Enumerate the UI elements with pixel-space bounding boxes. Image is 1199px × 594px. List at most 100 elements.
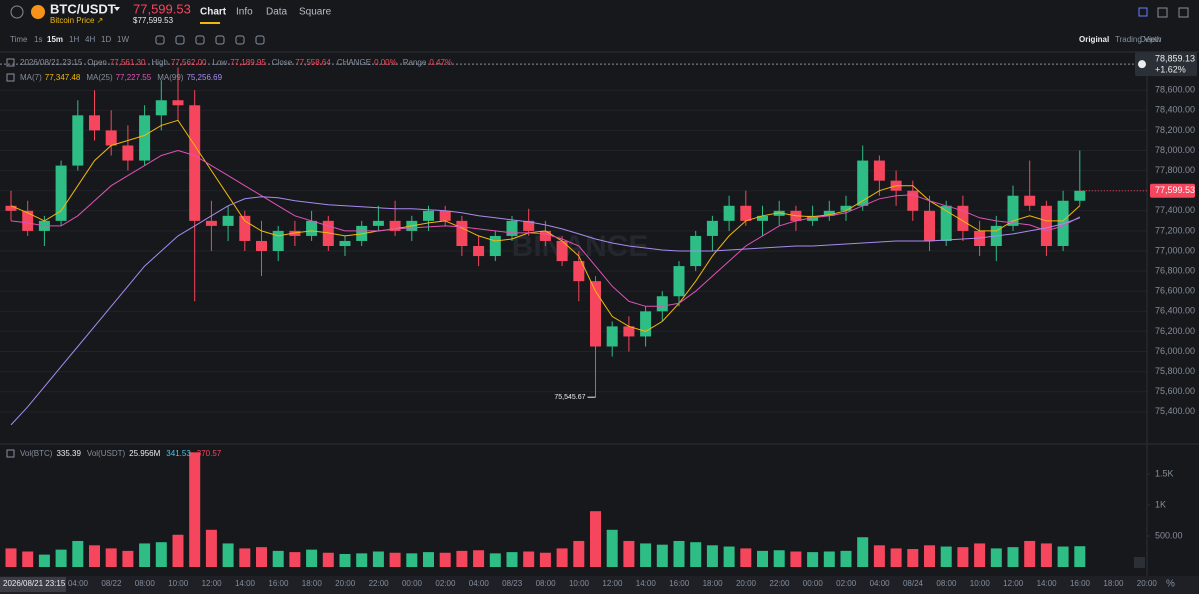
tab[interactable]: Data <box>266 7 288 18</box>
tool-icon[interactable] <box>195 35 205 45</box>
volume-bar <box>556 548 568 567</box>
volume-bar <box>590 511 601 567</box>
volume-bar <box>122 550 134 567</box>
ma-name: MA(99) <box>157 73 184 82</box>
candle-body <box>656 296 668 312</box>
candle-body <box>289 230 301 236</box>
y-tick-label: 78,400.00 <box>1155 105 1195 115</box>
info-value: 77,558.64 <box>295 58 331 67</box>
info-label: High <box>151 58 167 67</box>
interval[interactable]: 1D <box>101 35 111 44</box>
scroll-button[interactable] <box>1134 557 1145 568</box>
layout-icon[interactable] <box>1157 7 1168 18</box>
interval: Time <box>10 35 28 44</box>
volume-bar <box>857 537 869 567</box>
x-tick-label: 08/22 <box>101 579 122 588</box>
subtitle[interactable]: Bitcoin Price ↗ <box>50 16 103 25</box>
volume-bar <box>506 552 518 567</box>
volume-bar <box>974 543 986 567</box>
interval[interactable]: 1H <box>69 35 79 44</box>
ma-line <box>10 119 1081 332</box>
y-tick-label: 76,800.00 <box>1155 265 1195 275</box>
tab[interactable]: Info <box>236 7 253 18</box>
ma-name: MA(7) <box>20 73 42 82</box>
volume-bar <box>773 550 785 567</box>
x-tick-label: 04:00 <box>469 579 490 588</box>
candle-body <box>439 210 451 221</box>
candle-body <box>539 230 551 241</box>
volume-bar <box>5 548 17 567</box>
candle-body <box>773 210 785 216</box>
y-tick-label: 76,200.00 <box>1155 326 1195 336</box>
volume-bar <box>1024 540 1036 567</box>
candle-body <box>205 220 217 226</box>
x-tick-label: 08:00 <box>936 579 957 588</box>
x-tick-label: 08:00 <box>536 579 557 588</box>
interval[interactable]: 1W <box>117 35 129 44</box>
info-label: Open <box>87 58 107 67</box>
x-tick-label: 18:00 <box>302 579 323 588</box>
x-tick-label: 08:00 <box>135 579 156 588</box>
x-tick-label: 10:00 <box>569 579 590 588</box>
candle-body <box>907 190 919 211</box>
tool-icon[interactable] <box>155 35 165 45</box>
expand-icon[interactable] <box>1178 7 1189 18</box>
dropdown-caret[interactable] <box>114 7 120 11</box>
period-high-box <box>1135 52 1197 77</box>
period-high-label: 78,859.13 <box>1155 54 1195 64</box>
volume-bar <box>139 543 151 567</box>
info-value: 77,189.95 <box>230 58 266 67</box>
interval[interactable]: 1s <box>34 35 42 44</box>
candle-body <box>372 220 384 226</box>
tool-icon[interactable] <box>255 35 265 45</box>
ma-line <box>10 149 1081 307</box>
vol-title: Vol(BTC) <box>20 449 53 458</box>
y-tick-label: 76,000.00 <box>1155 346 1195 356</box>
y-tick-label: 77,200.00 <box>1155 225 1195 235</box>
candle-body <box>640 311 652 337</box>
candle-body <box>573 261 585 282</box>
volume-bar <box>239 548 251 567</box>
favorite-icon[interactable] <box>10 5 24 19</box>
info-icon <box>6 58 15 67</box>
view-tab[interactable]: Depth <box>1140 35 1161 44</box>
interval[interactable]: 15m <box>47 35 63 44</box>
volume-bar <box>757 550 768 567</box>
ai-icon[interactable] <box>1138 7 1148 17</box>
ma-line <box>10 196 1080 426</box>
candle-body <box>139 115 151 161</box>
volume-bar <box>473 550 485 567</box>
volume-bar <box>22 551 34 567</box>
volume-bar <box>172 534 184 567</box>
tab[interactable]: Chart <box>200 7 227 18</box>
tab[interactable]: Square <box>299 7 332 18</box>
volume-bar <box>957 547 969 567</box>
tool-icon[interactable] <box>215 35 225 45</box>
candle-body <box>172 100 184 106</box>
time-axis-bg <box>0 576 1199 594</box>
interval[interactable]: 4H <box>85 35 95 44</box>
candle-body <box>1040 205 1052 246</box>
x-tick-label: 16:00 <box>268 579 289 588</box>
candle-body <box>272 230 284 252</box>
x-tick-label: 10:00 <box>970 579 991 588</box>
tab-underline <box>200 22 220 24</box>
candle-body <box>823 210 835 216</box>
view-tab[interactable]: Trading View <box>1115 35 1161 44</box>
price: 77,599.53 <box>133 1 191 16</box>
candle-body <box>489 235 501 257</box>
candle-body <box>706 220 718 236</box>
candle-body <box>5 205 17 211</box>
percent-toggle[interactable]: % <box>1166 579 1175 590</box>
x-tick-label: 04:00 <box>68 579 89 588</box>
tool-icon[interactable] <box>235 35 245 45</box>
volume-bar <box>990 548 1002 567</box>
volume-bar <box>706 545 718 567</box>
symbol[interactable]: BTC/USDT <box>50 1 116 16</box>
add-alert[interactable] <box>1138 60 1146 69</box>
candle-body <box>807 215 819 221</box>
x-tick-label: 22:00 <box>369 579 390 588</box>
x-tick-label: 02:00 <box>435 579 456 588</box>
view-tab[interactable]: Original <box>1079 35 1109 44</box>
tool-icon[interactable] <box>175 35 185 45</box>
